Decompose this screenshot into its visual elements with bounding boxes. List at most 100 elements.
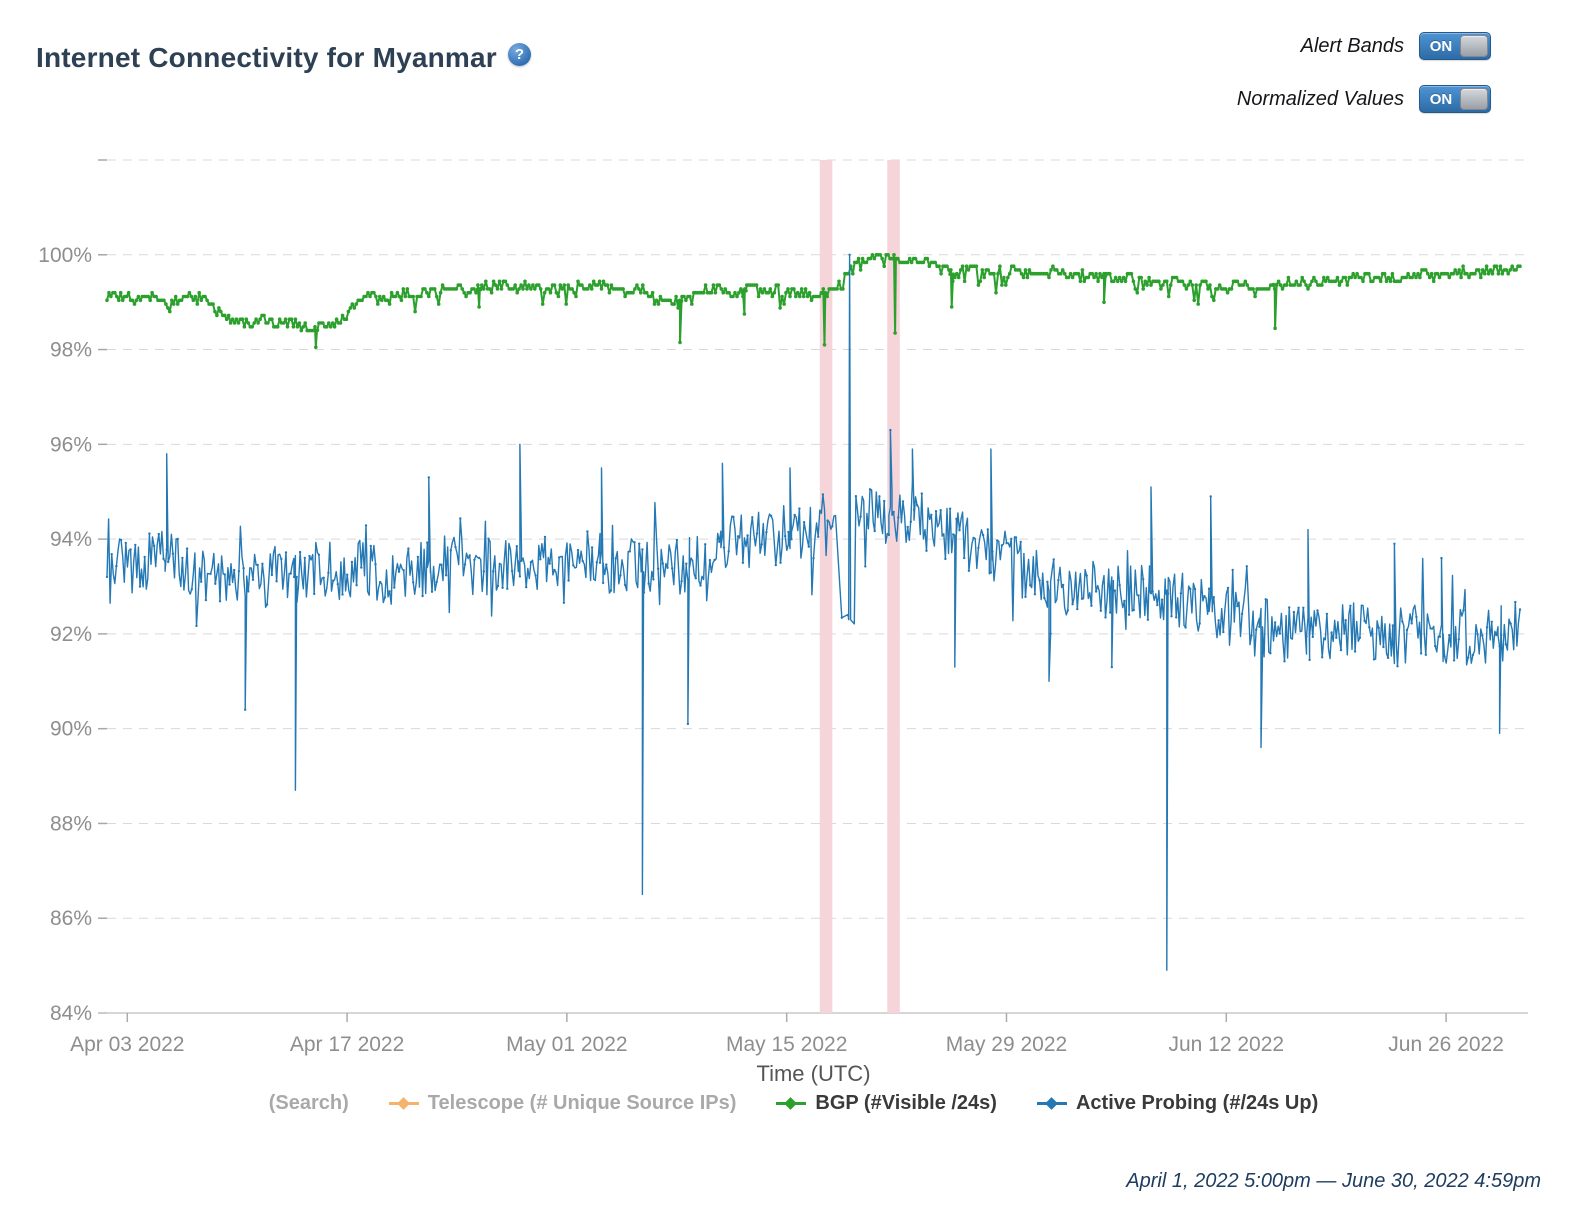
data-point-marker	[685, 562, 688, 565]
alert-bands-switch[interactable]: ON	[1419, 32, 1491, 60]
data-point-marker	[1384, 279, 1389, 284]
data-point-marker	[1141, 287, 1145, 291]
data-point-marker	[644, 290, 649, 295]
data-point-marker	[322, 576, 325, 579]
data-point-marker	[841, 287, 845, 291]
data-point-marker	[463, 563, 467, 566]
data-point-marker	[1208, 283, 1212, 287]
data-point-marker	[1412, 271, 1416, 276]
data-point-marker	[237, 570, 241, 573]
data-point-marker	[1235, 279, 1240, 284]
data-point-marker	[801, 294, 806, 299]
normalized-values-switch[interactable]: ON	[1419, 85, 1491, 113]
data-point-marker	[482, 570, 485, 573]
data-point-marker	[134, 543, 137, 547]
data-point-marker	[905, 260, 910, 265]
data-point-marker	[779, 561, 782, 564]
data-point-marker	[1011, 264, 1016, 268]
connectivity-time-series-chart[interactable]: 84% 86% 88% 90% 92% 94% 96% 98% 100% Apr 03 2022 A…	[0, 135, 1587, 1090]
data-point-marker	[709, 290, 714, 295]
data-point-marker	[614, 557, 617, 560]
data-point-marker	[1518, 264, 1522, 268]
data-point-marker	[1175, 616, 1178, 619]
data-point-marker	[1325, 612, 1329, 616]
data-point-marker	[1485, 626, 1489, 629]
data-point-marker	[1308, 283, 1312, 287]
data-point-marker	[518, 575, 522, 578]
data-point-marker	[605, 283, 610, 287]
data-point-marker	[405, 287, 410, 291]
data-point-marker	[388, 590, 391, 593]
data-point-marker	[972, 536, 975, 540]
data-point-marker	[1320, 283, 1324, 287]
data-point-marker	[1023, 268, 1028, 272]
data-point-marker	[1212, 298, 1216, 303]
data-point-marker	[1076, 271, 1081, 276]
data-point-marker	[978, 279, 983, 284]
data-point-marker	[521, 287, 525, 291]
data-point-marker	[1099, 609, 1103, 612]
data-point-marker	[939, 271, 943, 276]
alert-band[interactable]	[887, 160, 900, 1013]
data-point-marker	[533, 287, 537, 291]
data-point-marker	[722, 546, 726, 549]
data-point-marker	[164, 302, 168, 306]
data-point-marker	[1231, 568, 1234, 572]
help-icon[interactable]: ?	[507, 42, 531, 66]
data-point-marker	[719, 287, 724, 291]
legend-item-2[interactable]: BGP (#Visible /24s)	[776, 1092, 997, 1115]
data-point-marker	[723, 287, 727, 291]
legend-series-marker-icon	[1036, 1097, 1067, 1110]
data-point-marker	[244, 708, 247, 711]
data-point-marker	[459, 517, 462, 520]
data-point-marker	[887, 533, 891, 537]
data-point-marker	[1049, 632, 1052, 635]
data-point-marker	[1377, 626, 1380, 629]
data-point-marker	[213, 309, 217, 314]
data-point-marker	[1045, 271, 1049, 276]
data-point-marker	[1110, 665, 1114, 669]
data-point-marker	[1462, 609, 1465, 612]
legend-item-3[interactable]: Active Probing (#/24s Up)	[1036, 1092, 1318, 1115]
data-point-marker	[1217, 619, 1220, 622]
series-line-active-probing[interactable]	[106, 254, 1521, 971]
data-point-marker	[301, 325, 306, 329]
legend-item-1[interactable]: Telescope (# Unique Source IPs)	[388, 1092, 736, 1115]
data-point-marker	[1443, 655, 1446, 658]
data-point-marker	[1451, 271, 1456, 276]
data-point-marker	[741, 561, 745, 564]
legend-series-marker-icon	[776, 1097, 807, 1110]
data-point-marker	[327, 571, 330, 575]
data-point-marker	[727, 290, 731, 295]
data-point-marker	[1269, 652, 1272, 655]
data-point-marker	[741, 294, 745, 299]
data-point-marker	[586, 287, 590, 291]
data-point-marker	[1139, 275, 1143, 280]
data-point-marker	[1123, 279, 1128, 284]
data-point-marker	[650, 290, 655, 295]
data-point-marker	[1302, 279, 1306, 284]
data-point-marker	[1216, 287, 1220, 291]
data-point-marker	[124, 541, 128, 545]
y-axis-label: 84%	[50, 1002, 92, 1025]
data-point-marker	[280, 557, 283, 561]
data-point-marker	[1060, 268, 1065, 272]
series-line-bgp[interactable]	[106, 253, 1521, 349]
data-point-marker	[788, 294, 792, 299]
legend-item-0[interactable]: (Search)	[269, 1092, 349, 1115]
data-point-marker	[292, 575, 296, 579]
data-point-marker	[401, 287, 406, 291]
data-point-marker	[543, 535, 547, 539]
alert-band[interactable]	[819, 160, 833, 1013]
switch-knob-icon	[1460, 88, 1488, 110]
data-point-marker	[270, 317, 274, 321]
data-point-marker	[735, 294, 739, 299]
data-point-marker	[925, 549, 928, 552]
data-point-marker	[195, 624, 198, 628]
data-point-marker	[352, 306, 357, 310]
data-point-marker	[252, 321, 256, 325]
data-point-marker	[1283, 660, 1286, 663]
data-point-marker	[203, 294, 207, 299]
data-point-marker	[366, 290, 370, 295]
normalized-values-toggle-label: Normalized Values	[1236, 87, 1404, 110]
